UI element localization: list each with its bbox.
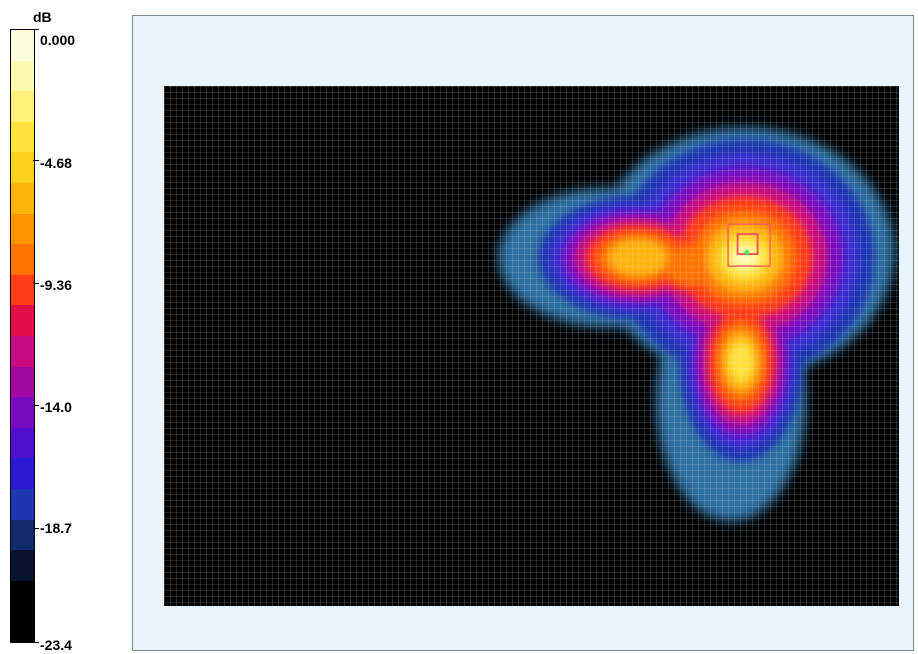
colorbar-tick-label: -9.36 bbox=[40, 277, 72, 293]
colorbar-band bbox=[11, 244, 34, 275]
colorbar-band bbox=[11, 366, 34, 398]
colorbar-tick-label: -14.0 bbox=[40, 399, 72, 415]
colorbar-tick bbox=[33, 283, 39, 284]
colorbar-tick-label: -4.68 bbox=[40, 155, 72, 171]
colorbar-tick bbox=[33, 528, 39, 529]
colorbar-unit-label: dB bbox=[33, 9, 52, 25]
colorbar-band bbox=[11, 519, 34, 551]
colorbar-band bbox=[11, 335, 34, 367]
colorbar-band bbox=[11, 121, 34, 153]
colorbar-tick-label: -18.7 bbox=[40, 520, 72, 536]
colorbar-band bbox=[11, 213, 34, 245]
colorbar-tick bbox=[33, 642, 39, 643]
colorbar-band bbox=[11, 274, 34, 306]
colorbar-band bbox=[11, 488, 34, 520]
colorbar-band bbox=[11, 397, 34, 428]
colorbar-tick bbox=[33, 160, 39, 161]
colorbar-band bbox=[11, 458, 34, 489]
colorbar-tick-label: -23.4 bbox=[40, 637, 72, 653]
colorbar-band bbox=[11, 91, 34, 122]
colorbar-tick bbox=[33, 405, 39, 406]
colorbar-tick bbox=[33, 29, 39, 30]
measurement-grid bbox=[164, 86, 899, 606]
colorbar-band bbox=[11, 152, 34, 183]
peak-location-dot bbox=[744, 249, 750, 255]
colorbar-band bbox=[11, 182, 34, 214]
colorbar-band bbox=[11, 580, 34, 612]
heatmap-plot[interactable] bbox=[164, 86, 899, 606]
outer-square-marker bbox=[727, 223, 771, 267]
colorbar-band bbox=[11, 30, 34, 61]
colorbar-tick-label: 0.000 bbox=[40, 32, 76, 48]
colorbar-band bbox=[11, 427, 34, 459]
colorbar-band bbox=[11, 611, 34, 642]
colorbar bbox=[10, 29, 35, 643]
markers bbox=[727, 223, 771, 267]
colorbar-band bbox=[11, 60, 34, 92]
colorbar-band bbox=[11, 305, 34, 336]
colorbar-band bbox=[11, 550, 34, 581]
